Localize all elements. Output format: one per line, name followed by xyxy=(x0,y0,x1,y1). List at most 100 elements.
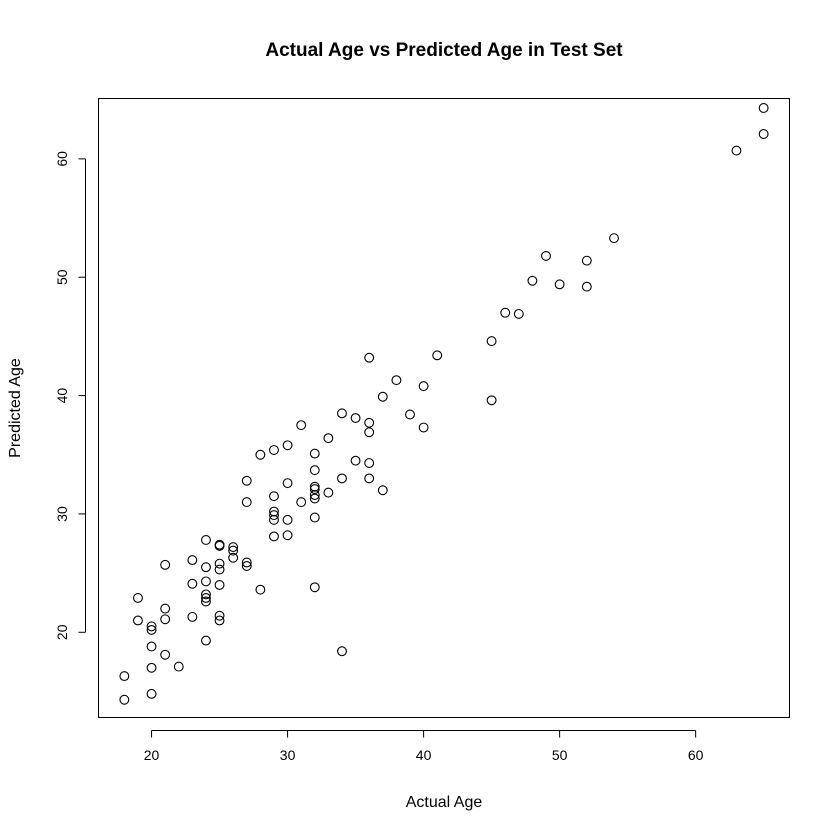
data-point xyxy=(309,512,320,523)
data-point xyxy=(364,458,375,468)
data-points xyxy=(119,103,769,705)
data-point xyxy=(418,422,429,433)
y-tick-label: 50 xyxy=(54,269,70,285)
data-point xyxy=(255,449,266,460)
data-point xyxy=(364,352,375,363)
data-point xyxy=(228,552,239,563)
data-point xyxy=(377,391,388,402)
data-point xyxy=(146,662,157,673)
data-point xyxy=(228,542,239,553)
data-point xyxy=(609,233,619,244)
data-point xyxy=(201,635,211,646)
data-point xyxy=(269,531,279,542)
data-point xyxy=(350,455,361,466)
data-point xyxy=(241,497,252,508)
data-point xyxy=(364,427,375,438)
data-point xyxy=(146,688,157,699)
data-point xyxy=(241,475,252,486)
data-point xyxy=(214,540,225,551)
chart-title: Actual Age vs Predicted Age in Test Set xyxy=(265,40,623,61)
x-axis: 20 30 40 50 60 xyxy=(144,730,704,763)
data-point xyxy=(309,484,320,495)
data-point xyxy=(486,336,497,347)
y-axis: 20 30 40 50 60 xyxy=(54,151,86,640)
data-point xyxy=(201,535,211,545)
data-point xyxy=(323,433,334,444)
data-point xyxy=(282,530,293,541)
data-point xyxy=(160,649,171,660)
data-point xyxy=(214,558,225,569)
data-point xyxy=(500,307,511,318)
x-tick-label: 20 xyxy=(144,747,160,763)
data-point xyxy=(554,279,565,290)
data-point xyxy=(323,487,334,498)
data-point xyxy=(187,555,198,566)
data-point xyxy=(201,593,211,603)
data-point xyxy=(364,417,375,428)
data-point xyxy=(269,445,279,455)
data-point xyxy=(119,671,130,682)
data-point xyxy=(309,582,320,593)
data-point xyxy=(405,409,415,420)
data-point xyxy=(160,614,171,625)
data-point xyxy=(241,557,252,568)
data-point xyxy=(513,308,524,319)
data-point xyxy=(282,514,293,525)
data-point xyxy=(296,420,307,431)
data-point xyxy=(187,611,198,622)
data-point xyxy=(282,440,293,451)
data-point xyxy=(201,596,211,607)
data-point xyxy=(282,478,293,489)
data-point xyxy=(160,603,171,614)
data-point xyxy=(309,490,320,500)
data-point xyxy=(337,408,347,419)
data-point xyxy=(214,564,225,575)
y-tick-label: 60 xyxy=(54,151,70,167)
data-point xyxy=(296,497,307,508)
y-tick-label: 30 xyxy=(54,506,70,522)
x-axis-label: Actual Age xyxy=(406,794,483,811)
data-point xyxy=(527,275,538,286)
data-point xyxy=(758,129,769,139)
y-tick-label: 40 xyxy=(54,388,70,404)
data-point xyxy=(391,375,402,386)
data-point xyxy=(486,395,497,406)
data-point xyxy=(377,485,388,496)
data-point xyxy=(418,381,429,392)
data-point xyxy=(337,473,347,484)
data-point xyxy=(160,559,171,570)
data-point xyxy=(758,103,769,113)
data-point xyxy=(119,694,130,705)
x-tick-label: 50 xyxy=(552,747,568,763)
data-point xyxy=(201,576,211,587)
data-point xyxy=(432,350,443,361)
data-point xyxy=(269,491,279,502)
data-point xyxy=(309,448,320,459)
data-point xyxy=(364,473,375,484)
x-tick-label: 30 xyxy=(280,747,296,763)
data-point xyxy=(581,255,592,266)
data-point xyxy=(201,589,211,600)
data-point xyxy=(187,578,198,589)
data-point xyxy=(214,579,225,590)
data-point xyxy=(350,413,361,424)
data-point xyxy=(214,610,225,621)
data-point xyxy=(173,661,184,672)
data-point xyxy=(228,545,239,556)
data-point xyxy=(146,641,157,652)
data-point xyxy=(255,584,266,595)
data-point xyxy=(731,145,742,156)
data-point xyxy=(146,621,157,632)
data-point xyxy=(581,281,592,292)
data-point xyxy=(541,250,551,261)
data-point xyxy=(309,465,320,476)
data-point xyxy=(241,561,252,571)
plot-frame xyxy=(98,98,790,718)
x-tick-label: 40 xyxy=(416,747,432,763)
data-point xyxy=(146,624,157,635)
data-point xyxy=(132,615,143,626)
data-point xyxy=(269,514,279,525)
y-tick-label: 20 xyxy=(54,624,70,640)
data-point xyxy=(214,615,225,626)
